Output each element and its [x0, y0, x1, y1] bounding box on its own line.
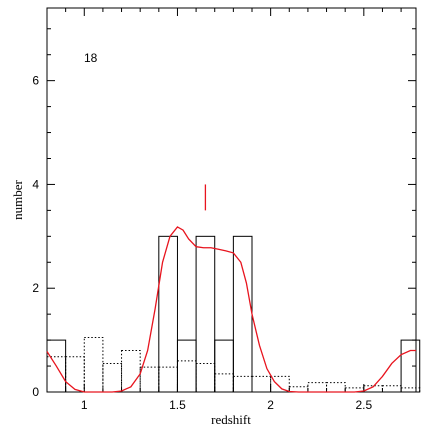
- axis-tick-labels: 1 1.5 2 2.5 0 2 4 6: [32, 74, 372, 412]
- dotted-histogram-bin: [46, 356, 67, 393]
- dotted-histogram-bin: [195, 362, 216, 393]
- x-tick-label: 2.5: [355, 398, 372, 412]
- solid-histogram-bar: [158, 235, 178, 393]
- solid-histogram-series: [46, 235, 421, 393]
- dotted-histogram-bin: [102, 362, 123, 393]
- dotted-histogram-bin: [214, 373, 234, 393]
- y-axis-title: number: [10, 179, 25, 219]
- y-tick-label: 0: [32, 385, 39, 399]
- solid-histogram-bar: [176, 339, 197, 393]
- y-tick-label: 6: [32, 74, 39, 88]
- dotted-histogram-bin: [270, 375, 290, 393]
- dotted-histogram-bin: [139, 366, 160, 393]
- dotted-histogram-bin: [65, 356, 85, 393]
- y-tick-label: 4: [32, 177, 39, 191]
- dotted-histogram-bin: [176, 360, 197, 393]
- solid-histogram-bar: [400, 339, 421, 393]
- dotted-histogram-bin: [83, 337, 104, 393]
- solid-histogram-bar: [46, 339, 67, 393]
- x-tick-label: 2: [267, 398, 274, 412]
- annotation-label: 18: [84, 51, 98, 65]
- solid-histogram-bar: [195, 235, 216, 393]
- solid-histogram-bar: [214, 339, 234, 393]
- y-tick-label: 2: [32, 281, 39, 295]
- dotted-histogram-bin: [326, 382, 346, 393]
- dotted-histogram-bin: [307, 382, 328, 393]
- x-tick-label: 1: [81, 398, 88, 412]
- dotted-histogram-bin: [158, 366, 178, 393]
- plot-frame: [46, 7, 417, 393]
- dotted-histogram-bin: [232, 375, 253, 393]
- dotted-histogram-bin: [381, 385, 402, 393]
- red-curve-series: [46, 226, 416, 393]
- dotted-histogram-bin: [121, 349, 141, 393]
- solid-histogram-bar: [232, 235, 253, 393]
- x-axis-title: redshift: [211, 412, 251, 427]
- dotted-histogram-bin: [400, 387, 421, 393]
- dotted-histogram-bin: [251, 375, 272, 393]
- red-smooth-curve: [46, 226, 416, 393]
- x-tick-label: 1.5: [169, 398, 186, 412]
- axis-ticks: [47, 8, 416, 393]
